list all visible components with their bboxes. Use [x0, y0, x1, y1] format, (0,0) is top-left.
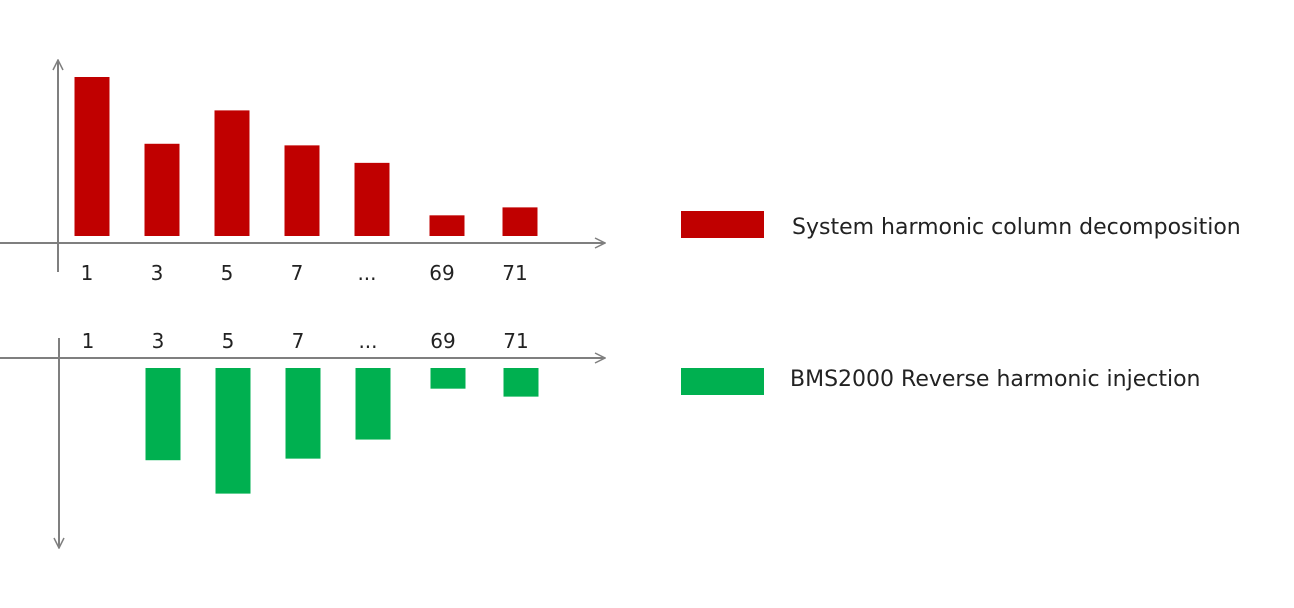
bar-harmonic-71 — [502, 207, 538, 236]
bar-harmonic-7 — [284, 145, 320, 236]
tick-label: ... — [358, 329, 377, 353]
tick-label: 1 — [82, 329, 95, 353]
tick-label: 3 — [151, 261, 164, 285]
tick-label: 69 — [429, 261, 454, 285]
legend-label-injection: BMS2000 Reverse harmonic injection — [790, 367, 1201, 392]
legend-swatch-injection — [681, 368, 764, 395]
bar-harmonic-5 — [215, 368, 251, 494]
reverse-injection-chart: 1 3 5 7... 69 71 — [0, 329, 605, 548]
tick-label: 7 — [292, 329, 305, 353]
bar-harmonic-ellipsis — [354, 162, 390, 236]
bar-harmonic-3 — [145, 368, 181, 461]
bar-harmonic-69 — [430, 368, 466, 389]
tick-label: 71 — [503, 329, 528, 353]
tick-label: 5 — [222, 329, 235, 353]
system-harmonic-chart: 1 3 5 7... 69 71 — [0, 60, 605, 285]
tick-label: 5 — [221, 261, 234, 285]
tick-label: 3 — [152, 329, 165, 353]
bar-harmonic-69 — [429, 215, 465, 236]
tick-label: 7 — [291, 261, 304, 285]
bar-harmonic-3 — [144, 143, 180, 236]
bar-harmonic-1 — [74, 77, 110, 236]
bar-harmonic-7 — [285, 368, 321, 459]
tick-label: 71 — [502, 261, 527, 285]
tick-label: 69 — [430, 329, 455, 353]
legend: System harmonic column decomposition BMS… — [681, 211, 1241, 395]
bar-harmonic-ellipsis — [355, 368, 391, 440]
legend-swatch-system — [681, 211, 764, 238]
bar-harmonic-5 — [214, 110, 250, 236]
legend-label-system: System harmonic column decomposition — [792, 215, 1241, 240]
tick-label: 1 — [81, 261, 94, 285]
bar-harmonic-71 — [503, 368, 539, 397]
tick-label: ... — [357, 261, 376, 285]
